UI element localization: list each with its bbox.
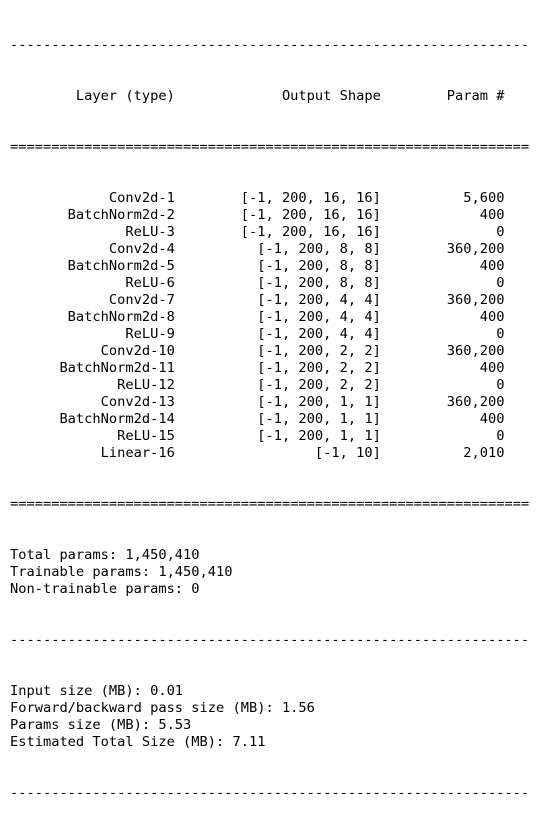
layer-output-shape: [-1, 200, 1, 1]	[174, 428, 381, 444]
layer-output-shape: [-1, 200, 8, 8]	[174, 258, 381, 274]
table-row: BatchNorm2d-8 [-1, 200, 4, 4] 400	[10, 309, 530, 326]
layer-output-shape: [-1, 200, 16, 16]	[174, 190, 381, 206]
layer-name: BatchNorm2d-11	[10, 360, 175, 376]
layer-table-body: Conv2d-1 [-1, 200, 16, 16] 5,600 BatchNo…	[10, 190, 530, 462]
layer-name: ReLU-9	[10, 326, 175, 342]
column-header-layer: Layer (type)	[10, 88, 175, 104]
layer-param-count: 5,600	[380, 190, 505, 206]
layer-param-count: 400	[380, 258, 505, 274]
size-summary-line: Estimated Total Size (MB): 7.11	[10, 734, 266, 750]
layer-param-count: 0	[380, 275, 505, 291]
layer-output-shape: [-1, 200, 1, 1]	[174, 411, 381, 427]
table-header: Layer (type) Output Shape Param #	[10, 88, 530, 105]
layer-param-count: 0	[380, 224, 505, 240]
layer-name: Conv2d-13	[10, 394, 175, 410]
params-summary-line: Trainable params: 1,450,410	[10, 564, 233, 580]
table-row: Conv2d-10 [-1, 200, 2, 2] 360,200	[10, 343, 530, 360]
table-row: ReLU-15 [-1, 200, 1, 1] 0	[10, 428, 530, 445]
layer-output-shape: [-1, 200, 1, 1]	[174, 394, 381, 410]
layer-output-shape: [-1, 200, 2, 2]	[174, 343, 381, 359]
layer-output-shape: [-1, 10]	[174, 445, 381, 461]
table-row: Linear-16 [-1, 10] 2,010	[10, 445, 530, 462]
layer-name: ReLU-6	[10, 275, 175, 291]
layer-name: ReLU-12	[10, 377, 175, 393]
separator-table-end: ========================================…	[10, 496, 530, 512]
table-row: ReLU-12 [-1, 200, 2, 2] 0	[10, 377, 530, 394]
table-row: Conv2d-4 [-1, 200, 8, 8] 360,200	[10, 241, 530, 258]
size-summary: Input size (MB): 0.01 Forward/backward pa…	[10, 683, 530, 751]
layer-param-count: 400	[380, 360, 505, 376]
layer-output-shape: [-1, 200, 8, 8]	[174, 275, 381, 291]
layer-name: BatchNorm2d-2	[10, 207, 175, 223]
table-row: ReLU-3 [-1, 200, 16, 16] 0	[10, 224, 530, 241]
table-row: ReLU-9 [-1, 200, 4, 4] 0	[10, 326, 530, 343]
column-header-params: Param #	[380, 88, 505, 104]
model-summary: ----------------------------------------…	[10, 3, 530, 819]
column-header-output-shape: Output Shape	[174, 88, 381, 104]
layer-param-count: 400	[380, 411, 505, 427]
layer-param-count: 0	[380, 377, 505, 393]
layer-name: Conv2d-7	[10, 292, 175, 308]
layer-output-shape: [-1, 200, 4, 4]	[174, 292, 381, 308]
layer-output-shape: [-1, 200, 2, 2]	[174, 360, 381, 376]
layer-param-count: 0	[380, 428, 505, 444]
layer-name: ReLU-3	[10, 224, 175, 240]
layer-name: BatchNorm2d-14	[10, 411, 175, 427]
layer-param-count: 360,200	[380, 394, 505, 410]
layer-param-count: 360,200	[380, 292, 505, 308]
layer-name: Conv2d-4	[10, 241, 175, 257]
layer-output-shape: [-1, 200, 4, 4]	[174, 309, 381, 325]
layer-name: BatchNorm2d-5	[10, 258, 175, 274]
layer-name: Linear-16	[10, 445, 175, 461]
layer-param-count: 400	[380, 309, 505, 325]
layer-output-shape: [-1, 200, 4, 4]	[174, 326, 381, 342]
table-row: BatchNorm2d-11 [-1, 200, 2, 2] 400	[10, 360, 530, 377]
layer-name: BatchNorm2d-8	[10, 309, 175, 325]
layer-name: ReLU-15	[10, 428, 175, 444]
layer-output-shape: [-1, 200, 16, 16]	[174, 207, 381, 223]
layer-param-count: 360,200	[380, 343, 505, 359]
separator-header: ========================================…	[10, 139, 530, 155]
layer-param-count: 2,010	[380, 445, 505, 461]
separator-top: ----------------------------------------…	[10, 37, 530, 53]
size-summary-line: Forward/backward pass size (MB): 1.56	[10, 700, 315, 716]
layer-param-count: 400	[380, 207, 505, 223]
separator-bottom: ----------------------------------------…	[10, 785, 530, 801]
size-summary-line: Input size (MB): 0.01	[10, 683, 184, 699]
layer-output-shape: [-1, 200, 16, 16]	[174, 224, 381, 240]
layer-name: Conv2d-10	[10, 343, 175, 359]
table-row: Conv2d-7 [-1, 200, 4, 4] 360,200	[10, 292, 530, 309]
params-summary-line: Total params: 1,450,410	[10, 547, 200, 563]
table-row: Conv2d-1 [-1, 200, 16, 16] 5,600	[10, 190, 530, 207]
layer-param-count: 0	[380, 326, 505, 342]
table-row: Conv2d-13 [-1, 200, 1, 1] 360,200	[10, 394, 530, 411]
layer-name: Conv2d-1	[10, 190, 175, 206]
table-row: ReLU-6 [-1, 200, 8, 8] 0	[10, 275, 530, 292]
table-row: BatchNorm2d-5 [-1, 200, 8, 8] 400	[10, 258, 530, 275]
size-summary-line: Params size (MB): 5.53	[10, 717, 192, 733]
table-row: BatchNorm2d-14 [-1, 200, 1, 1] 400	[10, 411, 530, 428]
layer-output-shape: [-1, 200, 8, 8]	[174, 241, 381, 257]
layer-param-count: 360,200	[380, 241, 505, 257]
separator-params: ----------------------------------------…	[10, 632, 530, 648]
layer-output-shape: [-1, 200, 2, 2]	[174, 377, 381, 393]
params-summary-line: Non-trainable params: 0	[10, 581, 200, 597]
params-summary: Total params: 1,450,410 Trainable params:…	[10, 547, 530, 598]
table-row: BatchNorm2d-2 [-1, 200, 16, 16] 400	[10, 207, 530, 224]
